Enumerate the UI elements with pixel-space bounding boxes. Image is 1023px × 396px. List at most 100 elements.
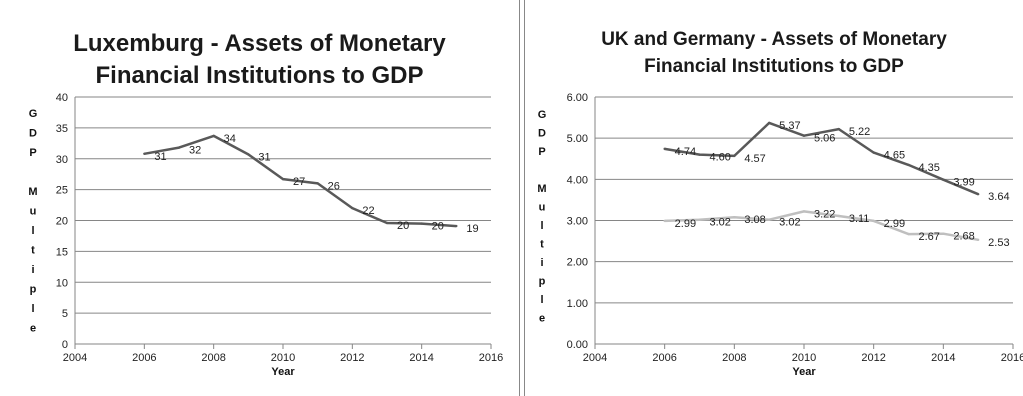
data-point <box>942 178 945 181</box>
series-line-1 <box>664 121 979 196</box>
y-tick-label: 15 <box>56 246 68 258</box>
data-point <box>351 206 354 210</box>
data-point <box>942 232 945 235</box>
data-point <box>420 222 423 225</box>
data-point <box>802 210 806 213</box>
data-point <box>281 177 285 181</box>
data-label: 2.99 <box>675 218 696 230</box>
data-point <box>143 152 146 156</box>
y-tick-label: 25 <box>56 185 68 197</box>
data-label: 4.74 <box>675 146 696 158</box>
data-point <box>907 163 910 167</box>
data-label: 20 <box>432 221 444 233</box>
data-point <box>976 192 980 196</box>
x-tick-label: 2004 <box>63 352 87 364</box>
data-point <box>212 134 215 138</box>
data-label: 2.99 <box>884 218 905 230</box>
data-label: 3.99 <box>953 177 974 189</box>
y-tick-label: 35 <box>56 123 68 135</box>
data-label: 3.02 <box>710 217 731 229</box>
x-tick-label: 2008 <box>201 352 225 364</box>
data-point <box>698 218 701 221</box>
y-tick-label: 5.00 <box>567 133 588 145</box>
chart-title: UK and Germany - Assets of Monetary Fina… <box>601 29 947 77</box>
data-label: 5.22 <box>849 126 870 138</box>
y-tick-label: 40 <box>56 92 68 104</box>
data-label: 3.02 <box>779 217 800 229</box>
data-label: 4.65 <box>884 150 905 162</box>
chart-title: Luxemburg - Assets of Monetary Financial… <box>73 30 446 89</box>
data-point <box>976 238 980 242</box>
chart-plot-luxemburg: 0 5 10 15 20 25 30 35 40 2004 2006 2008 2010 2012 2014… <box>28 92 503 378</box>
data-label: 4.60 <box>710 152 731 164</box>
series-line-2 <box>664 210 979 242</box>
data-point <box>767 218 771 221</box>
data-label: 27 <box>293 176 305 188</box>
x-tick-label: 2010 <box>271 352 295 364</box>
y-tick-label: 3.00 <box>567 216 588 228</box>
data-point <box>733 216 736 219</box>
y-tick-label: 0 <box>62 339 68 351</box>
data-label: 4.35 <box>919 162 940 174</box>
data-point <box>837 127 841 131</box>
data-label: 4.57 <box>744 153 765 165</box>
data-point <box>872 219 875 223</box>
y-tick-label: 10 <box>56 277 68 289</box>
x-tick-label: 2006 <box>132 352 156 364</box>
chart-panel-uk-germany: UK and Germany - Assets of Monetary Fina… <box>524 0 1023 396</box>
y-tick-label: 1.00 <box>567 298 588 310</box>
data-label: 3.64 <box>988 191 1009 203</box>
data-point <box>663 147 666 151</box>
x-axis-label: Year <box>271 366 295 378</box>
x-tick-label: 2014 <box>931 352 955 364</box>
y-tick-label: 5 <box>62 308 68 320</box>
data-point <box>663 219 666 223</box>
y-tick-label: 2.00 <box>567 257 588 269</box>
data-label: 32 <box>189 145 201 157</box>
x-tick-label: 2012 <box>340 352 364 364</box>
data-label: 5.37 <box>779 120 800 132</box>
data-label: 20 <box>397 220 409 232</box>
x-tick-label: 2012 <box>861 352 885 364</box>
y-tick-label: 0.00 <box>567 339 588 351</box>
y-tick-label: 20 <box>56 216 68 228</box>
x-tick-label: 2006 <box>652 352 676 364</box>
x-axis-label: Year <box>792 366 816 378</box>
x-tick-label: 2010 <box>792 352 816 364</box>
data-point <box>767 121 771 125</box>
data-point <box>837 214 841 218</box>
chart-plot-uk-germany: 0.00 1.00 2.00 3.00 4.00 5.00 6.00 2004 2006 2008… <box>537 92 1023 378</box>
y-tick-label: 4.00 <box>567 174 588 186</box>
data-point <box>177 146 181 149</box>
x-tick-label: 2016 <box>1001 352 1023 364</box>
data-label: 26 <box>328 180 340 192</box>
data-label: 2.67 <box>919 231 940 243</box>
data-point <box>698 153 701 156</box>
data-label: 31 <box>154 151 166 163</box>
data-label: 34 <box>224 133 236 145</box>
data-label: 31 <box>258 151 270 163</box>
y-tick-label: 6.00 <box>567 92 588 104</box>
data-label: 2.53 <box>988 237 1009 249</box>
data-point <box>907 232 910 236</box>
data-label: 3.11 <box>849 213 870 225</box>
data-label: 3.08 <box>744 214 765 226</box>
data-point <box>316 182 319 185</box>
data-point <box>455 224 458 228</box>
x-tick-label: 2016 <box>479 352 503 364</box>
chart-panel-luxemburg: Luxemburg - Assets of Monetary Financial… <box>28 0 520 396</box>
data-point <box>385 221 389 225</box>
x-tick-label: 2004 <box>583 352 607 364</box>
data-label: 5.06 <box>814 133 835 145</box>
y-tick-label: 30 <box>56 154 68 166</box>
series-line-1 <box>144 134 457 228</box>
x-tick-label: 2008 <box>722 352 746 364</box>
data-label: 2.68 <box>953 231 974 243</box>
data-point <box>872 151 875 154</box>
data-label: 19 <box>466 223 478 235</box>
data-label: 3.22 <box>814 208 835 220</box>
data-point <box>802 134 806 137</box>
data-point <box>247 153 250 156</box>
